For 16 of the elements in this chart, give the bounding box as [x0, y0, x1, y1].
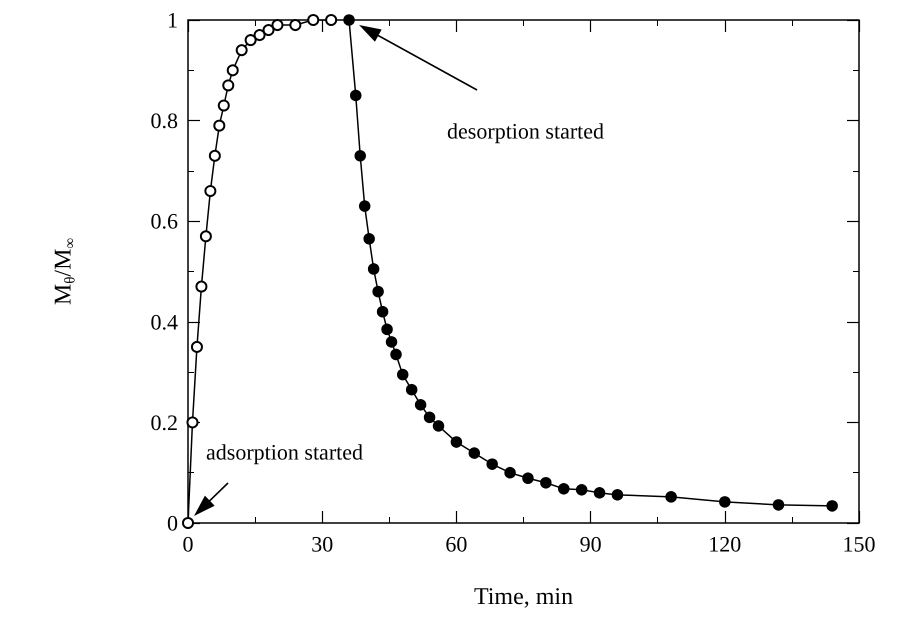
- y-tick-label: 0.2: [150, 410, 178, 435]
- x-tick-label: 90: [580, 532, 602, 556]
- y-tick-label: 0.8: [150, 108, 178, 134]
- x-tick-label: 120: [708, 532, 742, 556]
- y-tick-label: 0: [167, 510, 178, 536]
- x-axis-title: Time, min: [474, 584, 574, 610]
- annotation: adsorption started: [206, 440, 364, 464]
- y-tick-label: 0.6: [150, 208, 178, 234]
- y-tick-label: 1: [167, 8, 178, 32]
- x-tick-label: 30: [311, 532, 334, 556]
- y-axis-title: Mθ/M∞: [50, 238, 78, 306]
- annotation: desorption started: [447, 118, 604, 144]
- x-tick-label: 150: [842, 532, 876, 556]
- x-tick-label: 60: [445, 532, 468, 556]
- y-tick-label: 0.4: [150, 309, 178, 334]
- x-tick-label: 0: [182, 532, 194, 556]
